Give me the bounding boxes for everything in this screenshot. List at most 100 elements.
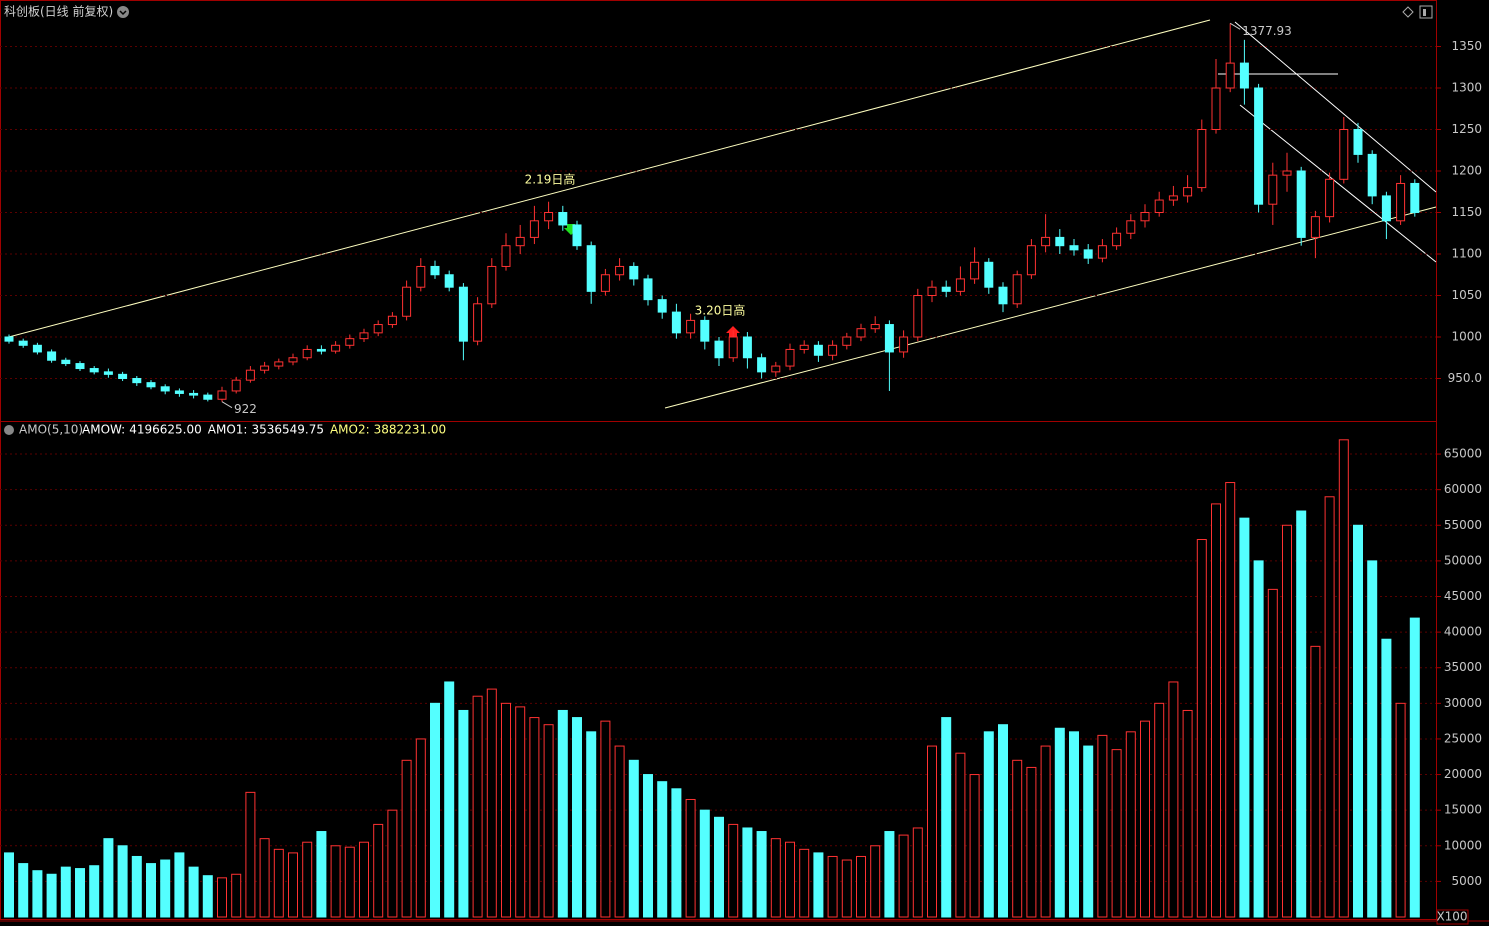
volume-bar	[1310, 645, 1321, 918]
volume-bar	[756, 831, 767, 918]
volume-bar	[458, 709, 469, 918]
candle-body	[955, 278, 965, 292]
candle-body	[75, 363, 85, 370]
volume-bar	[1367, 560, 1378, 918]
y-tick-label: 35000	[1444, 660, 1482, 674]
volume-bar	[671, 788, 682, 918]
volume-bar	[799, 848, 810, 918]
volume-bar	[4, 852, 14, 918]
candle-body	[1296, 170, 1306, 238]
volume-bar	[472, 695, 483, 918]
volume-bar	[1125, 731, 1136, 918]
volume-bar	[1239, 517, 1250, 918]
y-tick-label: 1200	[1451, 164, 1482, 178]
y-tick-label: 50000	[1444, 553, 1482, 567]
volume-bar	[1225, 482, 1236, 918]
candle-body	[700, 319, 710, 342]
candle-body	[1310, 216, 1320, 238]
volume-bar	[927, 745, 937, 918]
candle-body	[1026, 245, 1036, 276]
candle-body	[274, 361, 284, 367]
candle-body	[103, 371, 113, 375]
candle-body	[1126, 220, 1136, 234]
y-tick-label: 1300	[1451, 81, 1482, 95]
unit-label: X100	[1436, 910, 1467, 924]
volume-bar	[1324, 496, 1335, 918]
y-tick-label: 950.0	[1448, 371, 1482, 385]
candle-body	[118, 373, 128, 380]
candle-body	[643, 278, 653, 301]
window-icon[interactable]	[1419, 5, 1433, 19]
volume-bar	[543, 724, 554, 918]
toggle-icon[interactable]	[1402, 6, 1414, 18]
candle-body	[984, 261, 994, 288]
candle-body	[61, 359, 71, 365]
volume-bar	[415, 738, 426, 918]
volume-bar	[1282, 524, 1292, 918]
y-tick-label: 60000	[1444, 482, 1482, 496]
indicator-value: 4196625.00	[129, 423, 202, 437]
y-tick-label: 1050	[1451, 288, 1482, 302]
menu-icon[interactable]	[117, 6, 129, 18]
candle-body	[473, 303, 483, 342]
candle-body	[430, 265, 440, 276]
volume-bar	[1395, 702, 1406, 918]
volume-bar	[856, 855, 866, 918]
volume-bar	[117, 845, 128, 918]
candle-body	[856, 328, 866, 338]
volume-bar	[302, 841, 313, 918]
volume-bar	[813, 852, 824, 918]
volume-bar	[657, 781, 668, 918]
volume-bar	[770, 838, 781, 918]
candle-body	[1140, 212, 1150, 222]
candle-body	[998, 286, 1008, 305]
volume-bar	[699, 809, 710, 918]
candle-body	[1041, 236, 1051, 247]
candle-body	[4, 336, 14, 342]
volume-bar	[245, 791, 256, 918]
volume-bar	[955, 752, 966, 918]
volume-bar	[600, 720, 611, 918]
volume-bar	[1381, 638, 1392, 918]
volume-bar	[969, 774, 980, 918]
y-tick-label: 1150	[1451, 205, 1482, 219]
indicator-value: 3882231.00	[374, 423, 447, 437]
volume-bar	[742, 827, 753, 918]
candle-body	[260, 365, 270, 371]
y-tick-label: 1250	[1451, 122, 1482, 136]
menu-icon-arrow	[119, 10, 127, 16]
candle-body	[1268, 174, 1278, 205]
volume-bar	[643, 774, 653, 918]
candle-body	[1211, 87, 1221, 130]
volume-bar	[202, 875, 213, 918]
candle-body	[927, 286, 937, 297]
candle-body	[288, 357, 298, 363]
candle-body	[941, 286, 951, 292]
candle-body	[444, 274, 454, 288]
volume-bar	[1054, 727, 1065, 918]
volume-bar	[486, 688, 497, 918]
volume-bar	[870, 845, 881, 918]
trend-line	[664, 206, 1437, 409]
candle-body	[544, 212, 554, 222]
candle-body	[160, 386, 170, 392]
candle-body	[600, 274, 610, 292]
chart-title: 科创板(日线 前复权)	[4, 4, 113, 19]
candle-body	[657, 299, 667, 313]
volume-bar	[430, 702, 440, 918]
volume-bar	[1296, 510, 1307, 918]
candle-body	[1410, 182, 1420, 213]
volume-bar	[841, 859, 852, 918]
candle-body	[899, 336, 909, 353]
indicator-menu-icon[interactable]	[4, 425, 14, 435]
trend-line	[1239, 104, 1437, 263]
volume-bar	[614, 745, 625, 918]
volume-bar	[359, 841, 369, 918]
y-tick-label: 55000	[1444, 518, 1482, 532]
candle-body	[402, 286, 412, 317]
volume-bar	[1111, 749, 1122, 918]
volume-bar	[983, 731, 994, 918]
volume-bar	[785, 841, 795, 918]
candle-body	[529, 220, 539, 238]
